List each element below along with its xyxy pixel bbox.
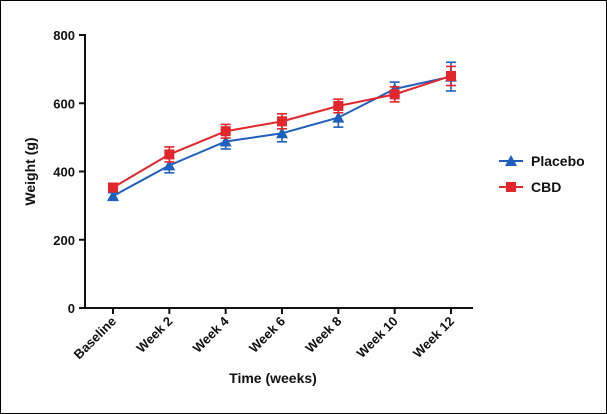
data-point-triangle <box>163 159 176 171</box>
legend-label: CBD <box>531 179 561 195</box>
x-axis-ticks: Baseline Week 2 Week 4 Week 6 Week 8 Week 10 W… <box>71 308 457 362</box>
data-point-square <box>446 70 456 81</box>
legend-item-cbd: CBD <box>499 179 561 195</box>
data-point-triangle <box>107 190 119 202</box>
x-axis-title: Time (weeks) <box>229 370 317 386</box>
series-cbd <box>108 65 456 193</box>
x-tick-label: Baseline <box>71 314 119 362</box>
data-point-square <box>333 100 344 111</box>
x-tick-label: Week 10 <box>354 314 401 361</box>
legend-label: Placebo <box>531 153 585 169</box>
legend: Placebo CBD <box>499 153 585 195</box>
data-point-square <box>108 182 118 193</box>
x-tick-label: Week 12 <box>410 314 457 361</box>
series-placebo <box>107 61 457 202</box>
x-tick-label: Week 6 <box>246 314 288 356</box>
legend-item-placebo: Placebo <box>499 153 585 169</box>
data-point-square <box>389 89 400 100</box>
legend-triangle-marker <box>505 155 517 166</box>
legend-square-marker <box>506 182 516 192</box>
data-point-square <box>220 126 231 137</box>
y-tick-label: 600 <box>53 96 75 111</box>
x-tick-label: Week 8 <box>302 314 344 356</box>
x-tick-label: Week 4 <box>190 313 233 356</box>
data-point-triangle <box>276 127 288 139</box>
y-tick-label: 400 <box>53 165 75 180</box>
data-point-triangle <box>219 135 232 147</box>
data-point-triangle <box>332 111 345 123</box>
y-axis-ticks: 0 200 400 600 800 <box>53 28 85 316</box>
chart-axes <box>84 34 473 309</box>
y-axis-title: Weight (g) <box>22 137 38 205</box>
data-point-square <box>164 149 175 160</box>
data-point-square <box>277 116 287 127</box>
y-tick-label: 800 <box>53 28 75 43</box>
series-layer <box>107 61 457 202</box>
x-tick-label: Week 2 <box>133 314 175 356</box>
y-tick-label: 200 <box>53 233 75 248</box>
y-tick-label: 0 <box>68 301 75 316</box>
